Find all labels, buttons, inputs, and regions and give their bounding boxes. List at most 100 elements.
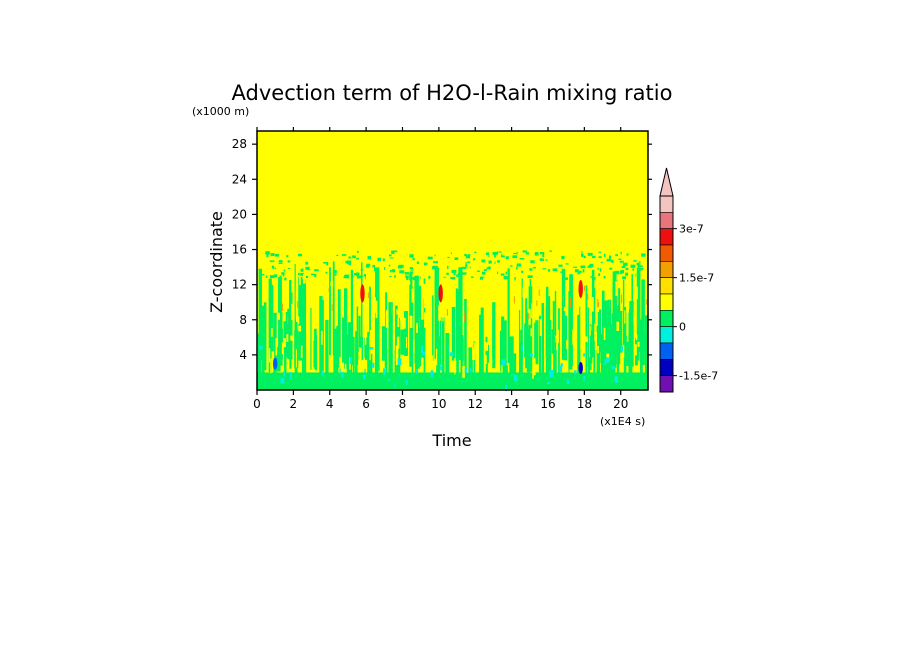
contour-patch [583, 375, 586, 381]
x-tick-label: 14 [504, 397, 519, 411]
contour-patch [516, 266, 518, 270]
contour-gap [539, 319, 542, 337]
contour-patch [619, 310, 623, 353]
contour-patch [534, 320, 539, 365]
contour-patch [577, 270, 582, 273]
x-tick-label: 4 [326, 397, 334, 411]
contour-gap [364, 330, 367, 345]
contour-patch [457, 317, 459, 373]
contour-patch [545, 259, 548, 261]
contour-patch [538, 315, 542, 375]
contour-patch [607, 324, 612, 379]
contour-patch [411, 287, 414, 376]
contour-patch [446, 272, 449, 275]
contour-patch [549, 369, 554, 378]
contour-patch [462, 272, 467, 275]
contour-patch [325, 319, 329, 381]
contour-gap [405, 336, 408, 349]
contour-patch [367, 256, 372, 260]
contour-patch [396, 321, 401, 386]
contour-patch [356, 306, 359, 365]
contour-patch [577, 306, 581, 386]
contour-gap [396, 336, 400, 349]
y-tick-label: 8 [239, 313, 247, 327]
contour-patch [549, 250, 552, 252]
contour-patch [526, 252, 530, 255]
negative-extreme [272, 357, 278, 370]
contour-patch [503, 276, 509, 280]
contour-patch [435, 273, 439, 275]
contour-patch [570, 297, 572, 307]
contour-patch [331, 304, 333, 311]
contour-patch [618, 258, 622, 260]
contour-patch [467, 254, 471, 256]
contour-patch [359, 275, 364, 278]
contour-patch [507, 268, 510, 363]
x-tick-label: 20 [613, 397, 628, 411]
contour-patch [612, 282, 616, 362]
contour-patch [514, 277, 516, 281]
contour-patch [600, 261, 603, 264]
contour-patch [364, 337, 369, 360]
contour-patch [621, 265, 626, 269]
contour-patch [598, 251, 602, 254]
contour-patch [388, 302, 393, 381]
contour-gap [530, 328, 533, 337]
contour-patch [516, 263, 522, 267]
contour-gap [572, 329, 575, 345]
contour-patch [377, 257, 382, 262]
contour-patch [477, 270, 480, 273]
contour-patch [389, 275, 392, 278]
contour-patch [560, 363, 563, 367]
contour-patch [274, 267, 277, 269]
contour-patch [432, 265, 438, 269]
contour-patch [611, 259, 614, 263]
contour-patch [469, 368, 472, 373]
contour-patch [520, 329, 523, 354]
contour-patch [284, 340, 287, 384]
contour-gap [375, 300, 378, 319]
contour-patch [273, 312, 277, 373]
contour-patch [397, 265, 402, 269]
y-tick-label: 12 [232, 278, 247, 292]
y-tick-label: 20 [232, 207, 247, 221]
contour-patch [334, 273, 337, 276]
heatmap-plot [256, 130, 649, 392]
colorbar-swatch [659, 195, 674, 213]
contour-patch [366, 263, 371, 267]
contour-patch [512, 255, 517, 259]
contour-patch [465, 261, 467, 266]
contour-gap [435, 348, 438, 366]
contour-patch [283, 321, 288, 354]
contour-gap [411, 288, 415, 303]
contour-patch [464, 312, 466, 322]
contour-patch [464, 298, 467, 384]
contour-patch [447, 256, 450, 258]
contour-patch [641, 279, 645, 366]
contour-patch [410, 269, 414, 271]
contour-patch [594, 277, 596, 281]
contour-patch [622, 309, 624, 313]
contour-patch [501, 359, 506, 366]
contour-gap [270, 328, 273, 337]
contour-patch [534, 252, 539, 256]
contour-gap [576, 302, 580, 315]
contour-patch [436, 336, 440, 385]
contour-gap [533, 358, 536, 376]
contour-gap [557, 329, 559, 344]
contour-patch [619, 271, 622, 275]
contour-gap [270, 358, 272, 374]
contour-patch [297, 272, 300, 276]
contour-patch [597, 267, 599, 270]
contour-patch [276, 346, 281, 372]
contour-gap [299, 275, 301, 285]
contour-patch [492, 302, 496, 359]
contour-patch [404, 272, 410, 275]
contour-patch [446, 309, 448, 316]
contour-patch [603, 275, 606, 279]
contour-patch [294, 292, 296, 299]
contour-gap [395, 345, 399, 362]
contour-patch [481, 271, 486, 275]
contour-patch [427, 256, 433, 260]
contour-gap [382, 360, 385, 368]
